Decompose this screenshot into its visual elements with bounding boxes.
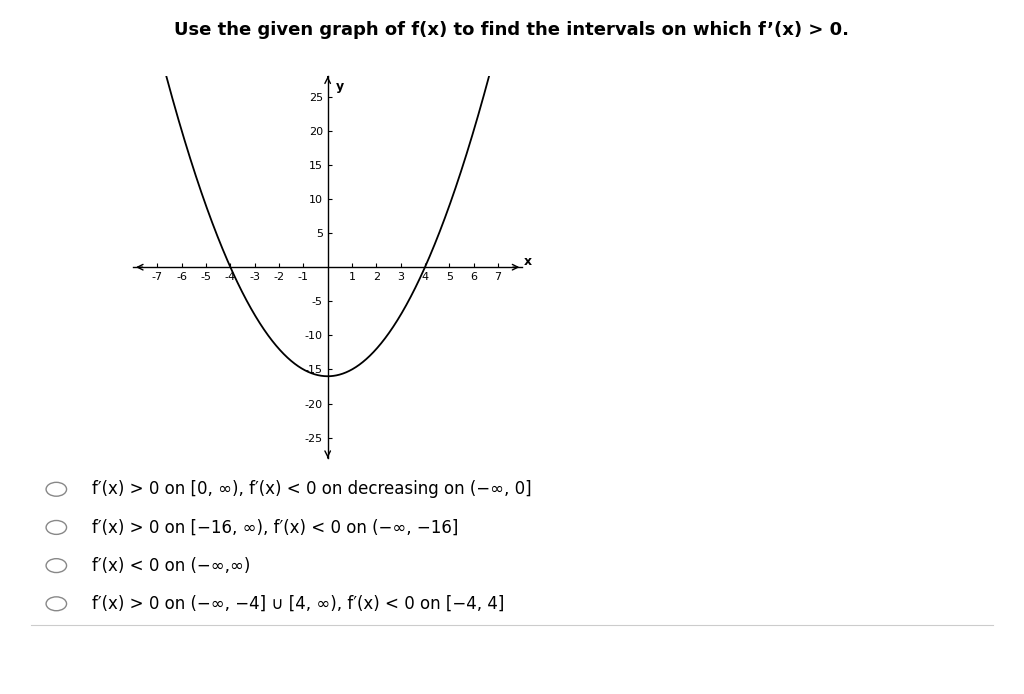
Text: Use the given graph of f(x) to find the intervals on which f’(x) > 0.: Use the given graph of f(x) to find the … <box>174 21 850 39</box>
Text: x: x <box>523 255 531 269</box>
Text: y: y <box>336 80 344 93</box>
Text: f′(x) > 0 on [0, ∞), f′(x) < 0 on decreasing on (−∞, 0]: f′(x) > 0 on [0, ∞), f′(x) < 0 on decrea… <box>92 480 531 498</box>
Text: f′(x) < 0 on (−∞,∞): f′(x) < 0 on (−∞,∞) <box>92 557 251 575</box>
Text: f′(x) > 0 on (−∞, −4] ∪ [4, ∞), f′(x) < 0 on [−4, 4]: f′(x) > 0 on (−∞, −4] ∪ [4, ∞), f′(x) < … <box>92 595 505 613</box>
Text: f′(x) > 0 on [−16, ∞), f′(x) < 0 on (−∞, −16]: f′(x) > 0 on [−16, ∞), f′(x) < 0 on (−∞,… <box>92 518 459 536</box>
